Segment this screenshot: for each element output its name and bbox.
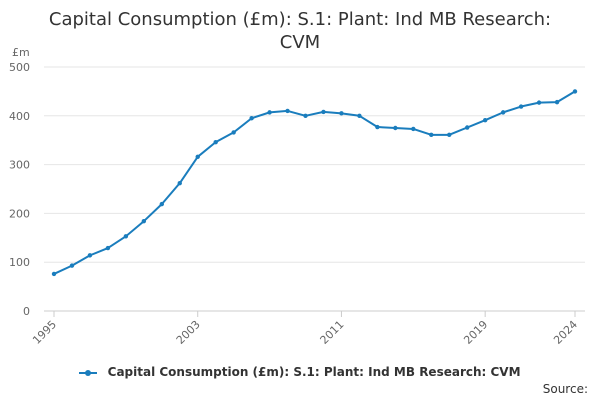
data-point[interactable] [429,132,434,138]
data-point[interactable] [375,124,380,130]
data-point[interactable] [447,132,452,138]
x-tick-label: 2024 [551,318,580,347]
data-point[interactable] [195,154,200,159]
data-point[interactable] [267,110,272,115]
data-point[interactable] [141,219,147,224]
x-tick-label: 1995 [30,318,59,347]
y-tick-label: 300 [9,159,30,172]
data-point[interactable] [411,126,416,132]
data-point[interactable] [357,113,362,119]
x-tick-label: 2003 [174,318,203,347]
y-axis-label: £m [12,46,30,59]
legend[interactable]: Capital Consumption (£m): S.1: Plant: In… [0,365,600,379]
data-point[interactable] [87,253,93,258]
x-tick-label: 2019 [461,318,490,347]
data-point[interactable] [177,180,182,186]
data-point[interactable] [482,117,488,123]
x-axis: 1995 2003 2011 2019 2024 [30,311,580,347]
chart-title-line-1: Capital Consumption (£m): S.1: Plant: In… [48,9,552,30]
data-point[interactable] [159,201,164,207]
data-point[interactable] [213,139,218,145]
data-point[interactable] [339,111,344,116]
data-point[interactable] [518,104,524,109]
chart-title: Capital Consumption (£m): S.1: Plant: In… [0,8,600,54]
data-point[interactable] [105,245,111,251]
data-point[interactable] [500,110,506,115]
series-group [51,89,578,277]
y-tick-label: 100 [9,256,30,269]
y-tick-label: 500 [9,61,30,74]
legend-series-label: Capital Consumption (£m): S.1: Plant: In… [107,365,521,379]
grid-lines [44,66,585,312]
data-point[interactable] [69,263,75,268]
data-point[interactable] [536,100,542,105]
y-tick-label: 400 [9,110,30,123]
data-point[interactable] [249,116,254,121]
data-point[interactable] [123,234,129,239]
data-point[interactable] [572,89,578,94]
source-label: Source: [542,382,588,396]
data-point[interactable] [554,99,560,105]
data-point[interactable] [285,108,290,114]
legend-series-marker-icon [79,368,98,378]
y-tick-label: 0 [23,305,30,318]
data-point[interactable] [303,113,308,119]
data-point[interactable] [465,125,470,130]
series-line [53,90,576,275]
data-point[interactable] [321,109,326,115]
data-point[interactable] [393,125,398,131]
y-axis-ticks: 0 100 200 300 400 500 [9,61,30,318]
y-tick-label: 200 [9,207,30,220]
chart-title-line-2: CVM [279,32,321,53]
data-point[interactable] [231,130,236,135]
data-point[interactable] [51,271,57,277]
x-tick-label: 2011 [318,318,347,347]
